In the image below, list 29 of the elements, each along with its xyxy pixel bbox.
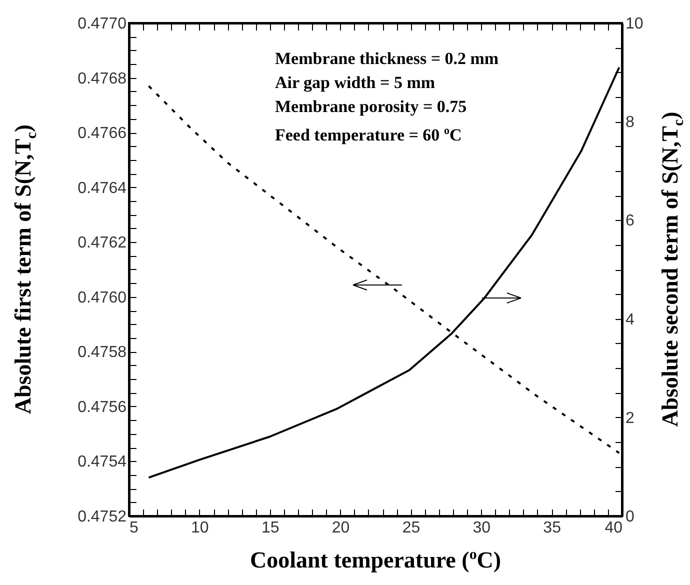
x-tick-label: 20 xyxy=(332,520,350,536)
y2-tick-label: 2 xyxy=(626,410,634,427)
y-tick-label: 0.4760 xyxy=(78,289,127,306)
x-tick-label: 35 xyxy=(543,520,562,536)
x-tick-label: 30 xyxy=(472,520,491,536)
y-tick-label: 0.4752 xyxy=(78,508,127,526)
y-tick-label: 0.4766 xyxy=(78,125,127,142)
y-tick-label: 0.4754 xyxy=(78,454,127,471)
y2-tick-label: 6 xyxy=(626,212,634,230)
x-axis-title: Coolant temperature ($^{o}$C) xyxy=(250,547,502,574)
y-tick-label: 0.4768 xyxy=(78,70,127,88)
y-tick-label: 0.4762 xyxy=(78,234,127,252)
annotation: Membrane porosity = 0.75 xyxy=(275,96,468,118)
annotation: Air gap width = 5 mm xyxy=(275,72,436,94)
y-tick-label: 0.4764 xyxy=(78,180,127,197)
x-tick-label: 15 xyxy=(261,520,280,536)
x-tick-label: 40 xyxy=(604,520,623,536)
y2-tick-label: 8 xyxy=(626,114,634,132)
x-tick-label: 25 xyxy=(402,520,420,536)
y-tick-label: 0.4756 xyxy=(78,398,127,416)
x-tick-label: 5 xyxy=(130,520,138,536)
y2-tick-label: 4 xyxy=(626,311,634,328)
y2-tick-label: 0 xyxy=(626,508,634,526)
y-tick-label: 0.4770 xyxy=(78,16,127,32)
x-tick-label: 10 xyxy=(191,520,209,536)
y2-tick-label: 10 xyxy=(626,16,644,32)
y-tick-label: 0.4758 xyxy=(78,344,127,362)
annotation: Membrane thickness = 0.2 mm xyxy=(275,48,499,70)
annotation: Feed temperature = 60 $^{o}$C xyxy=(275,124,463,147)
